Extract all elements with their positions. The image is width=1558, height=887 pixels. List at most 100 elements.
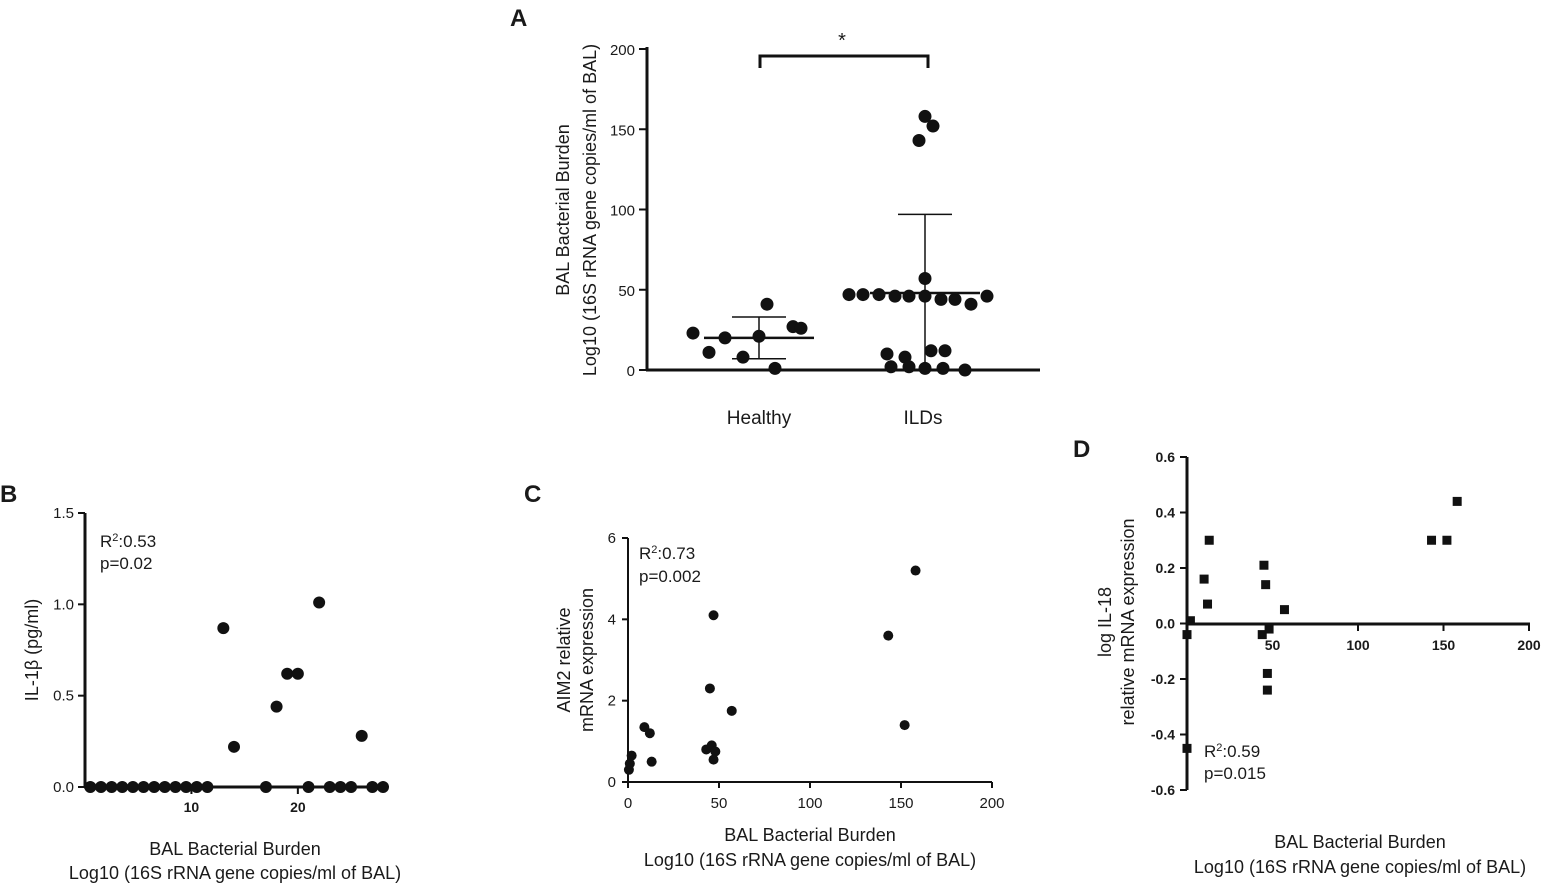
data-point [936,361,950,375]
x-tick-label: 0 [624,795,632,812]
data-point [902,360,916,374]
data-point [918,289,932,303]
y-tick-label: -0.2 [1151,671,1175,687]
data-point [1264,624,1274,634]
panel-d-x-label-2: Log10 (16S rRNA gene copies/ml of BAL) [1194,857,1526,877]
y-tick-label: -0.6 [1151,782,1175,798]
data-point [686,326,700,340]
data-point [948,292,962,306]
panel-b-ticks: 0.0 0.5 1.0 1.5 10 20 [53,505,306,815]
data-point [964,297,978,311]
panel-d-p-value: p=0.015 [1204,764,1266,783]
data-point [918,361,932,375]
y-tick-label: 1.0 [53,596,74,613]
data-point [1259,560,1269,570]
y-tick-label: 150 [610,122,635,139]
data-point [313,596,326,609]
data-point [1261,580,1271,590]
x-tick-label: 100 [1346,637,1370,653]
y-tick-label: 6 [608,530,616,547]
data-point [736,350,750,364]
data-point [918,109,932,123]
panel-d-ticks: -0.6 -0.4 -0.2 0.0 0.2 0.4 0.6 50 100 150 200 [1151,449,1541,798]
panel-d: D log IL-18 relative mRNA expression -0.… [1073,436,1541,877]
data-point [708,754,719,765]
data-point [1452,496,1462,506]
data-point [718,331,732,345]
x-tick-label: 200 [979,795,1004,812]
data-point [148,781,161,793]
data-point [1427,535,1437,545]
data-point [1262,668,1272,678]
data-point [1257,630,1267,640]
data-point [158,781,171,793]
panel-a-letter: A [510,5,527,32]
panel-d-y-label-1: log IL-18 [1095,587,1115,657]
panel-b-x-label-1: BAL Bacterial Burden [149,839,320,859]
y-tick-label: 0.6 [1156,449,1176,465]
data-point [644,728,655,739]
y-tick-label: 0.5 [53,688,74,705]
data-point [334,781,347,793]
panel-a-marks [686,109,994,377]
panel-d-r2: R2:0.59 [1204,742,1260,761]
y-tick-label: -0.4 [1151,727,1175,743]
data-point [116,781,129,793]
data-point [1182,630,1192,640]
panel-a-category-ilds: ILDs [903,408,942,429]
data-point [94,781,107,793]
significance-bracket [758,54,930,68]
data-point [1203,599,1213,609]
data-point [768,361,782,375]
panel-b-r2: R2:0.53 [100,532,156,551]
y-tick-label: 1.5 [53,505,74,522]
data-point [345,781,358,793]
panel-b-letter: B [0,481,17,508]
data-point [180,781,193,793]
y-tick-label: 2 [608,693,616,710]
data-point [924,344,938,358]
data-point [760,297,774,311]
data-point [1185,616,1195,626]
data-point [1262,685,1272,695]
data-point [1204,535,1214,545]
panel-a: A BAL Bacterial Burden Log10 (16S rRNA g… [510,5,1040,429]
panel-c-y-label-1: AIM2 relative [554,607,574,712]
y-tick-label: 100 [610,203,635,220]
y-tick-label: 4 [608,611,616,628]
data-point [704,683,715,694]
y-tick-label: 0 [608,774,616,791]
data-point [323,781,336,793]
x-tick-label: 200 [1517,637,1541,653]
x-tick-label: 150 [888,795,913,812]
y-tick-label: 0.2 [1156,560,1176,576]
data-point [259,781,272,793]
panel-c-r2: R2:0.73 [639,544,695,563]
panel-a-category-healthy: Healthy [727,408,792,429]
data-point [938,344,952,358]
panel-c-x-label-2: Log10 (16S rRNA gene copies/ml of BAL) [644,850,976,870]
data-point [1442,535,1452,545]
x-tick-label: 50 [1265,637,1281,653]
data-point [726,705,737,716]
data-point [137,781,150,793]
data-point [708,610,719,621]
data-point [884,360,898,374]
data-point [1279,605,1289,615]
x-tick-label: 100 [797,795,822,812]
panel-d-x-label-1: BAL Bacterial Burden [1274,832,1445,852]
data-point [626,750,637,761]
data-point [958,363,972,377]
data-point [899,720,910,731]
data-point [842,288,856,302]
panel-c-marks [623,565,921,775]
panel-a-y-ticks: 0 50 100 150 200 [610,42,647,380]
data-point [926,119,940,133]
data-point [646,756,657,767]
data-point [883,630,894,641]
data-point [856,288,870,302]
significance-star: * [838,30,846,52]
data-point [126,781,139,793]
y-tick-label: 0.4 [1156,505,1176,521]
